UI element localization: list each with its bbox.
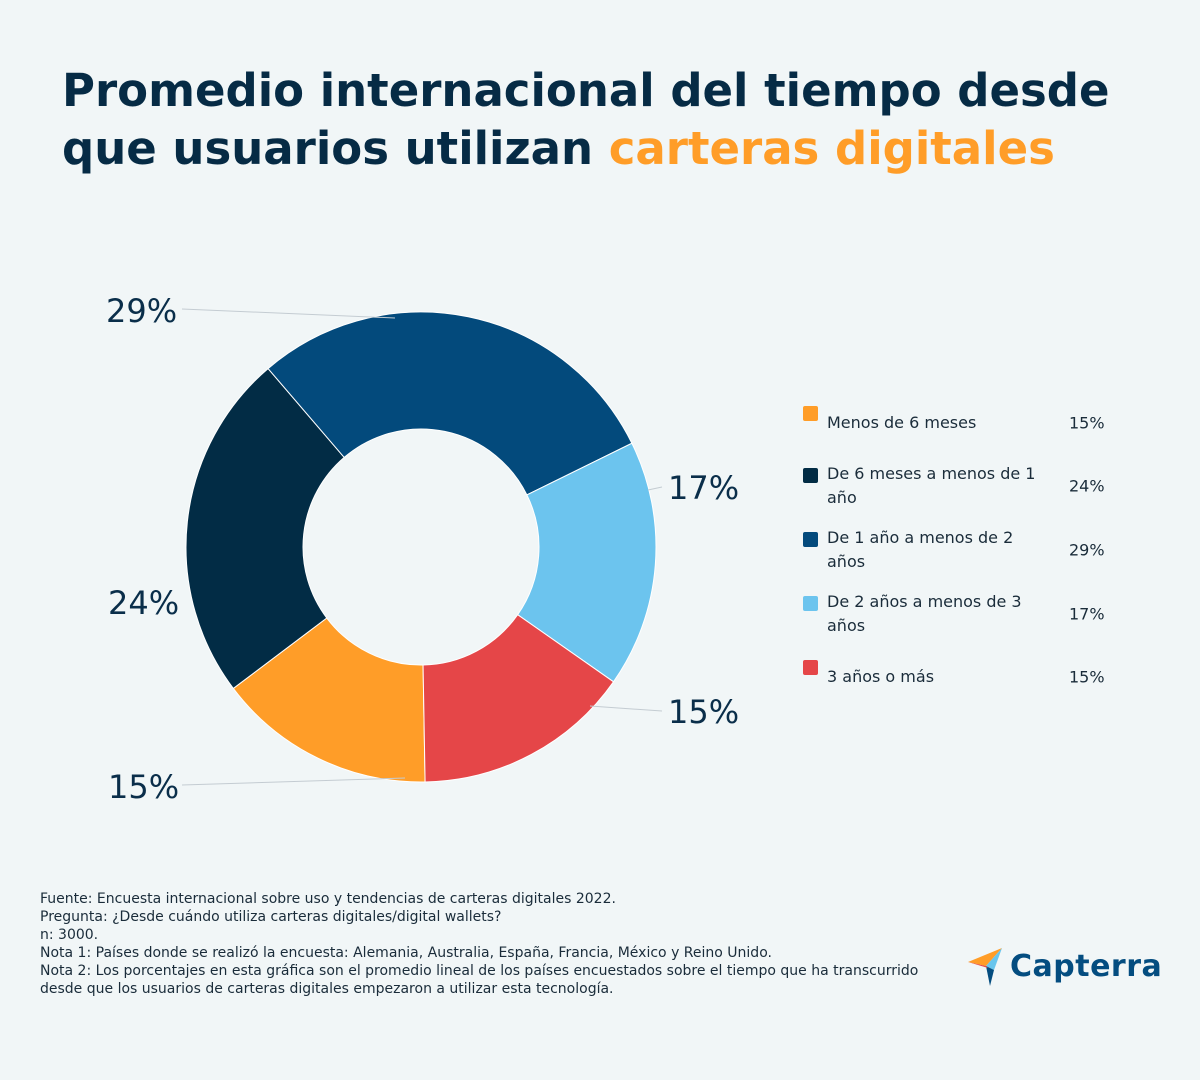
legend-value: 15%	[1069, 667, 1105, 687]
capterra-arrow-icon	[968, 948, 1002, 986]
legend-swatch	[803, 406, 818, 421]
legend-value: 24%	[1069, 476, 1105, 496]
legend-item: De 1 año a menos de 2 años 29%	[803, 526, 1113, 574]
chart-title: Promedio internacional del tiempo desde …	[62, 62, 1162, 178]
legend-swatch	[803, 532, 818, 547]
data-label: 15%	[668, 693, 739, 731]
sample-size-note: n: 3000.	[40, 927, 99, 943]
donut-slice	[516, 442, 657, 683]
donut-slice	[232, 617, 426, 783]
donut-slice	[422, 613, 615, 783]
leader-line	[181, 308, 396, 319]
data-label: 15%	[108, 768, 179, 806]
legend-item: Menos de 6 meses 15%	[803, 400, 1113, 446]
donut-slice	[267, 311, 633, 496]
legend-value: 29%	[1069, 540, 1105, 560]
legend-label: 3 años o más	[827, 667, 935, 686]
title-line-2: que usuarios utilizan	[62, 122, 609, 175]
footnotes: Fuente: Encuesta internacional sobre uso…	[40, 890, 920, 998]
data-label: 29%	[106, 292, 177, 330]
legend-label: De 2 años a menos de 3 años	[827, 592, 1022, 635]
data-label: 17%	[668, 469, 739, 507]
title-highlight: carteras digitales	[608, 122, 1055, 175]
legend-item: De 6 meses a menos de 1 año 24%	[803, 462, 1113, 510]
capterra-logo: Capterra	[966, 944, 1162, 988]
legend-item: De 2 años a menos de 3 años 17%	[803, 590, 1113, 638]
leader-line	[181, 777, 406, 786]
note-2: Nota 2: Los porcentajes en esta gráfica …	[40, 963, 919, 997]
donut-slice	[185, 367, 345, 690]
title-line-1: Promedio internacional del tiempo desde	[62, 64, 1110, 117]
leader-line	[647, 486, 663, 491]
legend-swatch	[803, 468, 818, 483]
data-label: 24%	[108, 584, 179, 622]
question-note: Pregunta: ¿Desde cuándo utiliza carteras…	[40, 909, 502, 925]
legend-label: Menos de 6 meses	[827, 413, 977, 432]
legend-item: 3 años o más 15%	[803, 654, 1113, 700]
capterra-wordmark: Capterra	[1010, 948, 1163, 984]
legend-label: De 6 meses a menos de 1 año	[827, 464, 1036, 507]
leader-line	[589, 705, 663, 712]
legend: Menos de 6 meses 15% De 6 meses a menos …	[803, 400, 1113, 716]
legend-value: 17%	[1069, 604, 1105, 624]
source-note: Fuente: Encuesta internacional sobre uso…	[40, 891, 616, 907]
legend-swatch	[803, 596, 818, 611]
legend-label: De 1 año a menos de 2 años	[827, 528, 1014, 571]
legend-value: 15%	[1069, 413, 1105, 433]
legend-swatch	[803, 660, 818, 675]
note-1: Nota 1: Países donde se realizó la encue…	[40, 945, 772, 961]
